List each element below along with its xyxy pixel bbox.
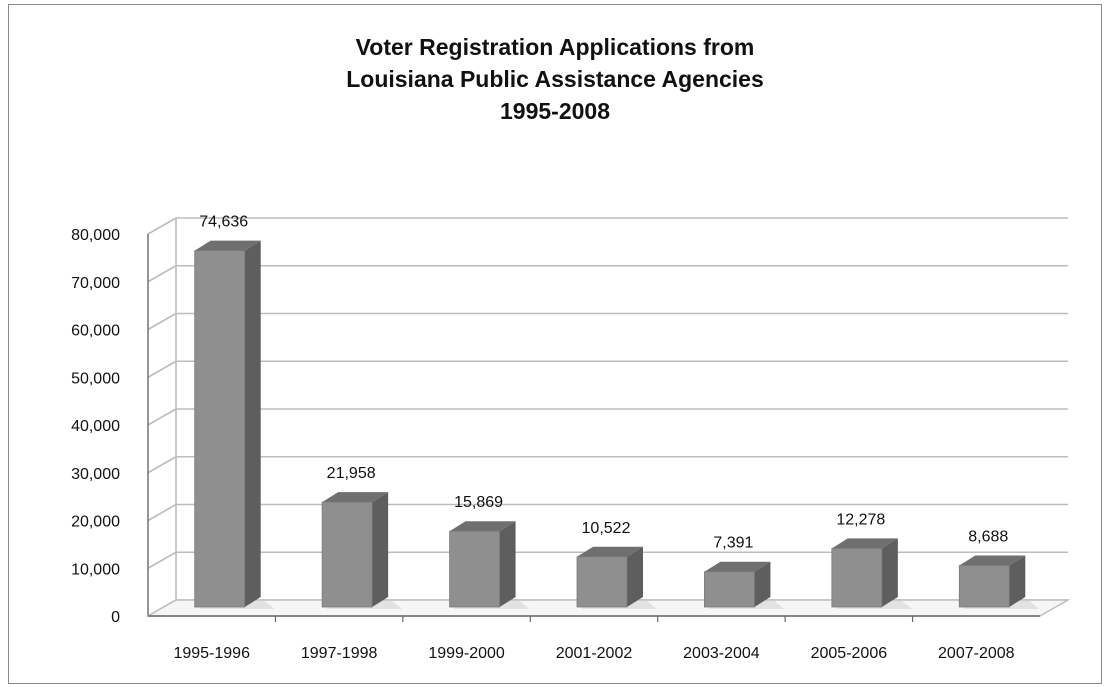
bar-top xyxy=(577,546,643,557)
gridline-side xyxy=(147,456,177,474)
bar-top xyxy=(449,521,516,532)
y-tick-label: 10,000 xyxy=(71,561,120,578)
y-tick-label: 70,000 xyxy=(71,275,120,292)
data-label: 15,869 xyxy=(454,494,503,511)
data-label: 8,688 xyxy=(968,529,1008,546)
bar xyxy=(449,530,500,608)
gridline-side xyxy=(147,360,177,378)
y-tick-label: 80,000 xyxy=(71,227,120,244)
y-tick-label: 40,000 xyxy=(71,418,120,435)
chart-frame: Voter Registration Applications from Lou… xyxy=(8,4,1102,684)
data-label: 7,391 xyxy=(713,535,753,552)
bar-side xyxy=(1009,555,1026,607)
bar-side xyxy=(244,240,261,607)
gridline-side xyxy=(147,265,177,283)
bar xyxy=(958,565,1010,608)
gridline-side xyxy=(147,312,177,331)
bar-side xyxy=(754,561,771,607)
chart-title-line-2: Louisiana Public Assistance Agencies xyxy=(346,66,764,92)
bar-side xyxy=(881,538,898,607)
chart-title-line-1: Voter Registration Applications from xyxy=(355,34,755,60)
bar xyxy=(321,501,373,608)
y-tick-label: 50,000 xyxy=(71,370,120,387)
x-tick-label: 2003-2004 xyxy=(683,645,760,662)
gridline-side xyxy=(147,503,177,522)
data-label: 21,958 xyxy=(327,465,376,482)
bar xyxy=(831,547,883,608)
data-label: 74,636 xyxy=(199,214,248,231)
gridline-side xyxy=(147,408,177,426)
data-label: 12,278 xyxy=(836,511,885,528)
chart-title: Voter Registration Applications from Lou… xyxy=(9,31,1101,127)
x-tick-label: 2001-2002 xyxy=(556,645,633,662)
y-tick-label: 60,000 xyxy=(71,323,120,340)
bar xyxy=(194,250,246,608)
bar xyxy=(576,556,628,608)
bar-side xyxy=(499,521,516,607)
bar xyxy=(704,571,755,608)
data-label: 10,522 xyxy=(582,520,631,537)
x-tick-label: 2007-2008 xyxy=(938,645,1015,662)
bar-top xyxy=(704,561,771,572)
y-tick-label: 0 xyxy=(111,609,120,626)
gridline-side xyxy=(147,551,177,569)
bar-top xyxy=(959,555,1026,566)
y-tick-label: 30,000 xyxy=(71,466,120,483)
chart-title-line-3: 1995-2008 xyxy=(500,98,610,124)
bar-top xyxy=(831,538,898,549)
gridline-side xyxy=(147,217,177,235)
bar-side xyxy=(627,546,643,607)
x-tick-label: 1995-1996 xyxy=(173,645,250,662)
bar-top xyxy=(194,240,261,251)
x-tick-label: 2005-2006 xyxy=(811,645,888,662)
bar-side xyxy=(372,492,389,607)
bar-top xyxy=(322,492,389,503)
x-tick-label: 1999-2000 xyxy=(428,645,505,662)
x-tick-label: 1997-1998 xyxy=(301,645,378,662)
y-tick-label: 20,000 xyxy=(71,514,120,531)
